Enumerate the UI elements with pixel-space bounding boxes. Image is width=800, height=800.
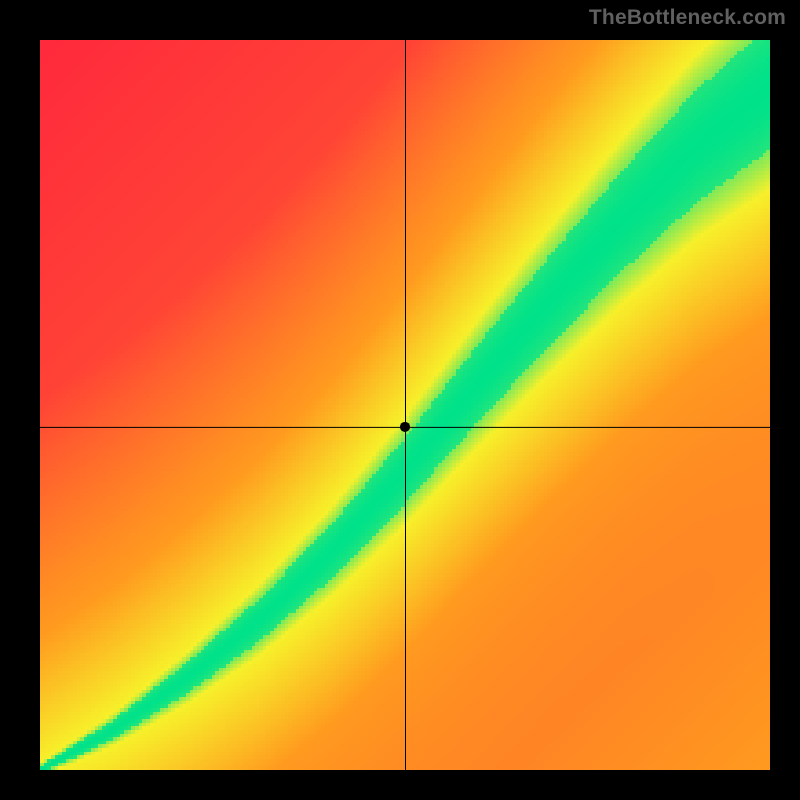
watermark-text: TheBottleneck.com [589,6,786,30]
crosshair-overlay [0,0,800,800]
chart-stage: { "meta": { "watermark_text": "TheBottle… [0,0,800,800]
